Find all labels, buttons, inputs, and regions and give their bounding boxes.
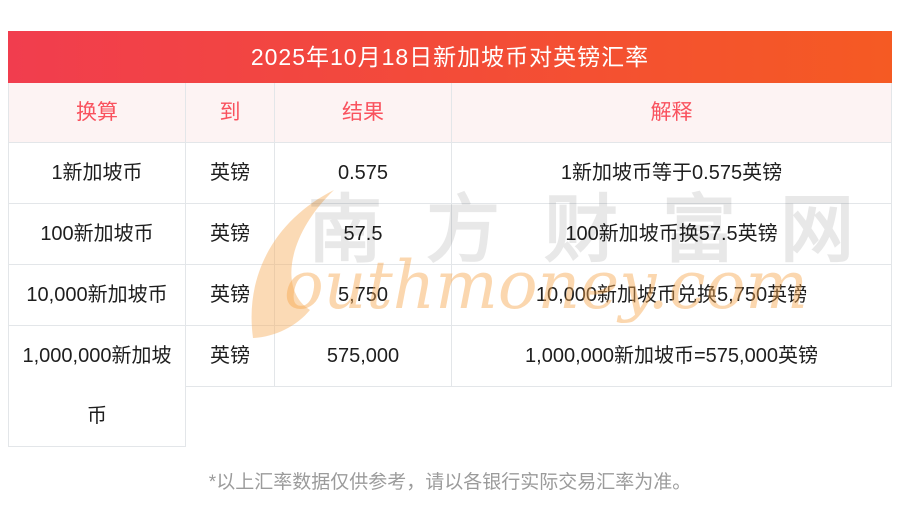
convert-cell-row3: 10,000新加坡币 [9, 265, 185, 326]
explain-cell-row2: 100新加坡币换57.5英镑 [452, 204, 891, 265]
explain-cell-row4: 1,000,000新加坡币=575,000英镑 [452, 326, 891, 387]
column-explain: 解释 1新加坡币等于0.575英镑 100新加坡币换57.5英镑 10,000新… [452, 83, 892, 387]
disclaimer-footnote: *以上汇率数据仅供参考，请以各银行实际交易汇率为准。 [208, 472, 692, 493]
convert-cell-row4: 1,000,000新加坡币 [9, 326, 185, 447]
to-cell-row4: 英镑 [186, 326, 274, 387]
table-title-banner: 2025年10月18日新加坡币对英镑汇率 [8, 31, 892, 83]
column-to: 到 英镑 英镑 英镑 英镑 [186, 83, 275, 387]
to-cell-row3: 英镑 [186, 265, 274, 326]
result-cell-row1: 0.575 [275, 143, 451, 204]
column-result: 结果 0.575 57.5 5,750 575,000 [275, 83, 452, 387]
column-header-convert: 换算 [9, 83, 185, 143]
explain-cell-row1: 1新加坡币等于0.575英镑 [452, 143, 891, 204]
convert-cell-row1: 1新加坡币 [9, 143, 185, 204]
explain-cell-row3: 10,000新加坡币兑换5,750英镑 [452, 265, 891, 326]
page-title: 2025年10月18日新加坡币对英镑汇率 [250, 44, 650, 70]
column-convert: 换算 1新加坡币 100新加坡币 10,000新加坡币 1,000,000新加坡… [8, 83, 186, 447]
to-cell-row1: 英镑 [186, 143, 274, 204]
column-header-explain: 解释 [452, 83, 891, 143]
exchange-rate-table: 2025年10月18日新加坡币对英镑汇率 换算 1新加坡币 100新加坡币 10… [8, 31, 892, 447]
to-cell-row2: 英镑 [186, 204, 274, 265]
result-cell-row3: 5,750 [275, 265, 451, 326]
column-header-result: 结果 [275, 83, 451, 143]
rate-table-grid: 换算 1新加坡币 100新加坡币 10,000新加坡币 1,000,000新加坡… [8, 83, 892, 447]
result-cell-row4: 575,000 [275, 326, 451, 387]
column-header-to: 到 [186, 83, 274, 143]
result-cell-row2: 57.5 [275, 204, 451, 265]
convert-cell-row2: 100新加坡币 [9, 204, 185, 265]
